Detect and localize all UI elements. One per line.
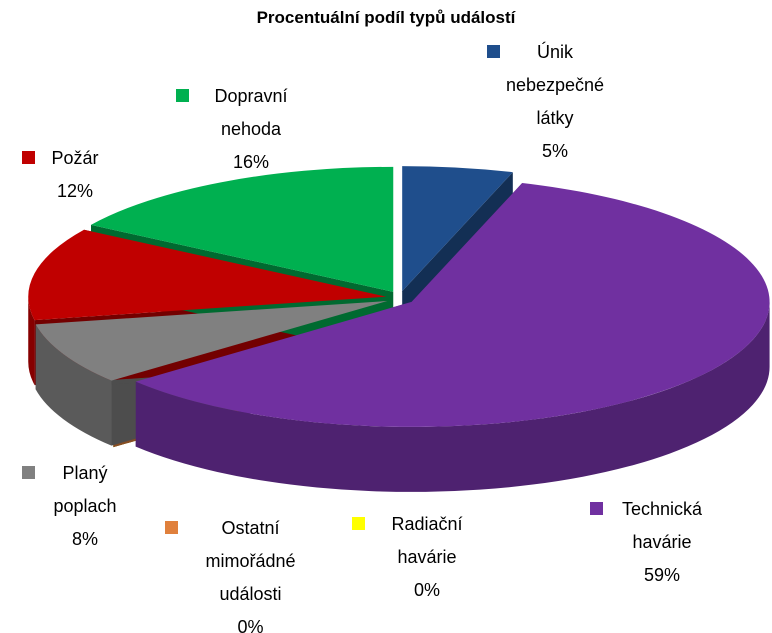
data-label: Planý poplach 8% <box>22 457 140 556</box>
legend-key <box>590 502 603 515</box>
slice <box>28 229 387 321</box>
data-label: Požár 12% <box>22 142 120 208</box>
slice-side <box>135 301 770 492</box>
data-label: Ostatní mimořádné události 0% <box>165 512 318 633</box>
value-label: 16% <box>232 152 270 172</box>
value-label: 12% <box>56 181 94 201</box>
slice <box>402 166 513 292</box>
category-label: Únik nebezpečné látky <box>505 42 605 128</box>
legend-key <box>176 89 189 102</box>
legend-key <box>352 517 365 530</box>
slice <box>35 300 388 381</box>
category-label: Požár <box>51 148 99 168</box>
value-label: 59% <box>643 565 681 585</box>
data-label: Dopravní nehoda 16% <box>176 80 316 179</box>
data-label: Radiační havárie 0% <box>352 508 492 607</box>
category-label: Planý poplach <box>53 463 117 516</box>
slice-side <box>28 296 35 386</box>
slice <box>90 166 394 292</box>
slice-side <box>35 324 112 446</box>
legend-key <box>22 151 35 164</box>
slice <box>113 302 390 383</box>
value-label: 0% <box>237 617 264 633</box>
category-label: Technická havárie <box>621 499 703 552</box>
slice <box>135 183 770 427</box>
category-label: Dopravní nehoda <box>214 86 288 139</box>
value-label: 8% <box>71 529 98 549</box>
category-label: Radiační havárie <box>391 514 463 567</box>
data-label: Technická havárie 59% <box>590 493 727 592</box>
chart-title: Procentuální podíl typů událostí <box>256 8 516 27</box>
category-label: Ostatní mimořádné události <box>205 518 296 604</box>
data-label: Únik nebezpečné látky 5% <box>487 36 610 168</box>
legend-key <box>22 466 35 479</box>
value-label: 0% <box>413 580 440 600</box>
legend-key <box>487 45 500 58</box>
value-label: 5% <box>541 141 568 161</box>
legend-key <box>165 521 178 534</box>
